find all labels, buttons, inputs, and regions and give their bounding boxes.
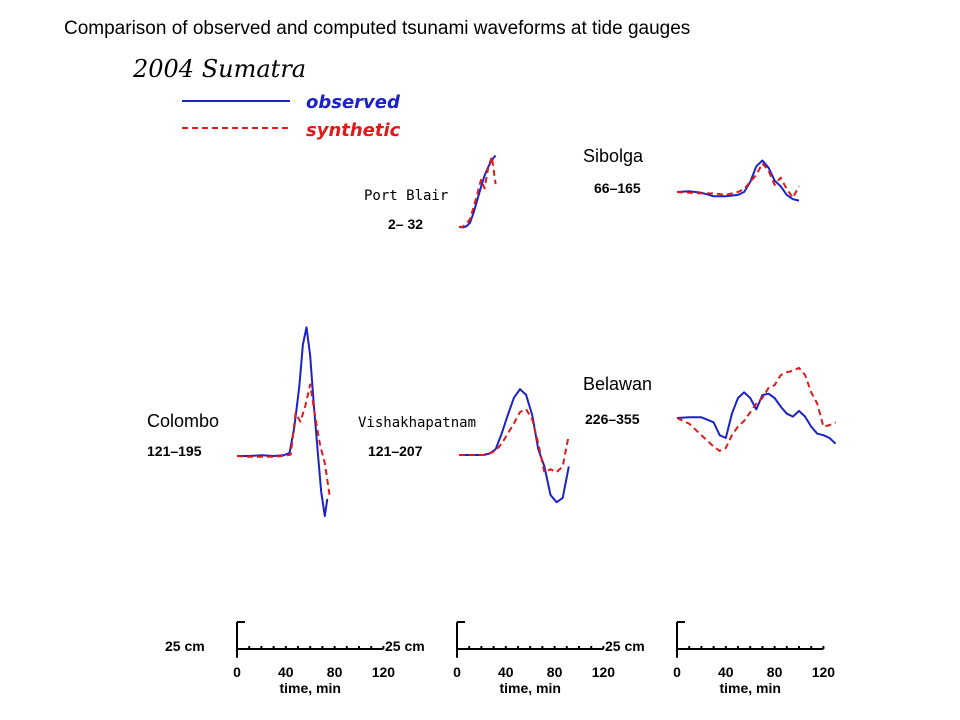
- scale-bar-1: 25 cm 0 40 80 120 time, min: [165, 621, 396, 696]
- page-title: Comparison of observed and computed tsun…: [64, 18, 691, 39]
- legend: observed synthetic: [182, 92, 401, 141]
- observed-trace-vishakhapatnam: [459, 388, 570, 504]
- tick-label-40: 40: [278, 664, 294, 680]
- station-name-sibolga: Sibolga: [583, 146, 644, 166]
- scale-bar-3: 25 cm 0 40 80 120 time, min: [605, 621, 836, 696]
- tick-label-40: 40: [718, 664, 734, 680]
- station-window-sibolga: 66–165: [594, 180, 641, 196]
- time-axis-label: time, min: [279, 680, 340, 696]
- station-window-vishakhapatnam: 121–207: [368, 443, 423, 459]
- synthetic-trace-vishakhapatnam: [459, 408, 570, 474]
- legend-observed-label: observed: [306, 92, 401, 113]
- time-axis-label: time, min: [499, 680, 560, 696]
- scale-bar-2: 25 cm 0 40 80 120 time, min: [385, 621, 616, 696]
- tick-label-80: 80: [547, 664, 563, 680]
- station-belawan: [676, 366, 837, 452]
- tick-label-40: 40: [498, 664, 514, 680]
- amplitude-label: 25 cm: [165, 638, 205, 654]
- station-vishakhapatnam: [459, 388, 570, 504]
- amplitude-label: 25 cm: [385, 638, 425, 654]
- station-name-colombo: Colombo: [147, 411, 219, 431]
- observed-trace-colombo: [237, 326, 329, 518]
- event-title: 2004 Sumatra: [132, 55, 306, 83]
- legend-synthetic-label: synthetic: [306, 120, 401, 141]
- tick-label-0: 0: [453, 664, 461, 680]
- station-sibolga: [676, 159, 800, 202]
- tick-label-120: 120: [372, 664, 396, 680]
- station-name-vishakhapatnam: Vishakhapatnam: [358, 415, 476, 431]
- synthetic-trace-belawan: [676, 366, 837, 452]
- station-port-blair: [458, 154, 497, 229]
- tick-label-80: 80: [327, 664, 343, 680]
- station-colombo: [236, 326, 331, 518]
- time-axis-label: time, min: [719, 680, 780, 696]
- tick-label-0: 0: [233, 664, 241, 680]
- observed-trace-belawan: [676, 391, 837, 445]
- station-labels: Colombo 121–195 Vishakhapatnam 121–207 P…: [147, 146, 652, 459]
- scale-bars: 25 cm 0 40 80 120 time, min 25 cm 0 40 80 120 time,…: [165, 621, 836, 696]
- station-name-belawan: Belawan: [583, 374, 652, 394]
- waveform-traces: [236, 154, 837, 518]
- station-window-belawan: 226–355: [585, 411, 640, 427]
- station-window-port-blair: 2– 32: [388, 216, 423, 232]
- station-name-port-blair: Port Blair: [364, 188, 448, 204]
- synthetic-trace-colombo: [236, 383, 331, 497]
- observed-trace-sibolga: [676, 159, 800, 202]
- tick-label-120: 120: [812, 664, 836, 680]
- station-window-colombo: 121–195: [147, 443, 202, 459]
- amplitude-label: 25 cm: [605, 638, 645, 654]
- tick-label-0: 0: [673, 664, 681, 680]
- synthetic-trace-port-blair: [458, 155, 497, 228]
- tick-label-120: 120: [592, 664, 616, 680]
- synthetic-trace-sibolga: [676, 162, 800, 199]
- observed-trace-port-blair: [458, 154, 497, 229]
- tick-label-80: 80: [767, 664, 783, 680]
